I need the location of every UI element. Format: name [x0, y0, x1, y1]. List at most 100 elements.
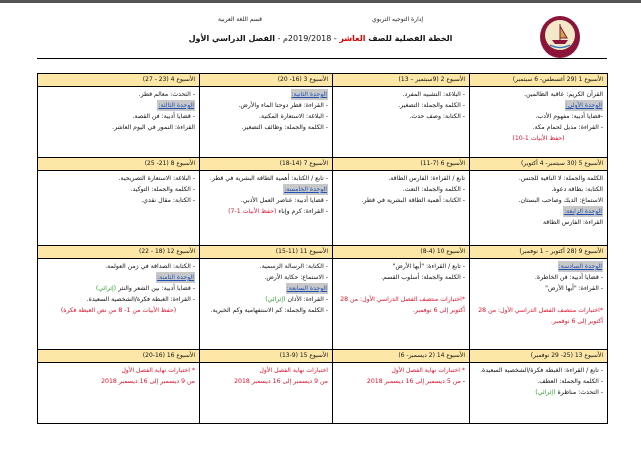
topic-text: القراءة: كرم وإباء [276, 208, 324, 215]
topic-text: تابع / القراءة: "أيها الأرض" [392, 263, 461, 270]
note-text: من 5 ديسمبر إلى 16 ديسمبر 2018 [366, 378, 461, 385]
week-title: الأسبوع 5 (30 سبتمبر- 4 أكتوبر) [469, 157, 608, 171]
topic-line: قضايا أدبية: فن الخاطرة. [474, 272, 603, 283]
topic-line: من 9 ديسمبر إلى 16 ديسمبر 2018 [204, 376, 328, 387]
title-grade: العاشر [339, 34, 366, 43]
note-text: اختبارات نهاية الفصل الأول [259, 367, 328, 374]
week-content: تابع / الكتابة: أهمية الطاقة البشرية في … [199, 170, 333, 246]
topic-line: القرآن الكريم: عاقبة الظالمين. [474, 89, 603, 100]
unit-heading: الوحدة السادسة: [474, 261, 603, 272]
week-content: البلاغة: التشبيه المفرد. الكلمة والجملة: … [332, 86, 470, 158]
topic-text: الكلمة والجملة: كم الاستفهامية وكم الخبر… [210, 307, 324, 314]
week-content-row: تابع / القراءة: الغبطة فكرة/الشخصية السع… [37, 362, 608, 424]
week-content: الوحدة الثانية: القراءة: قطر دوحتا الماء … [199, 86, 333, 158]
note-text: من 9 ديسمبر إلى 16 ديسمبر 2018 [101, 378, 195, 385]
week-content: تابع / القراءة: "أيها الأرض" الكلمة والجم… [332, 258, 470, 350]
week-title: الأسبوع 2 (9سبتمبر – 13) [332, 73, 470, 87]
note-text: (حفظ الأبيات 1-7) [228, 208, 277, 215]
week-content: التحدث: معالم قطر. الوحدة الثالثة: قضايا أ… [37, 86, 200, 158]
week-header-row: الأسبوع 1 (29 أغسطس- 6 سبتمبر) الأسبوع 2 … [37, 73, 608, 87]
topic-line: (حفظ الأبيات 1-10) [474, 133, 603, 144]
week-title: الأسبوع 14 (2 ديسمبر- 6) [332, 349, 470, 363]
topic-text: القراءة: مديل لحمام مكة. [532, 124, 599, 131]
note-text: (حفظ الأبيات من 1- 8 من نص الغبطة فكرة) [60, 307, 177, 314]
topic-text: الكلمة والجملة: وظائف التصغير. [241, 124, 324, 131]
topic-line: الكتابة: الصداقة في زمن العولمة. [42, 261, 195, 272]
topic-text: الوحدة الثانية: [290, 89, 328, 100]
note-text: *اختبارات منتصف الفصل الدراسي الأول: من … [340, 296, 465, 314]
topic-line: (حفظ الأبيات من 1- 8 من نص الغبطة فكرة) [42, 305, 195, 316]
topic-line: قضايا أدبية: عناصر العمل الأدبي. [204, 195, 328, 206]
topic-text: الكتابة: أهمية الطاقة البشرية في قطر. [361, 197, 461, 204]
week-content-row: القرآن الكريم: عاقبة الظالمين. الوحدة الأ… [37, 86, 608, 158]
topic-line: الكتابة: بطاقة دعوة. [474, 184, 603, 195]
week-content-row: الوحدة السادسة: قضايا أدبية: فن الخاطرة. ا… [37, 258, 608, 350]
topic-text: تابع / الكتابة: أهمية الطاقة البشرية في … [209, 175, 324, 182]
week-title: الأسبوع 15 (9-13) [199, 349, 333, 363]
topic-line: القراءة: مديل لحمام مكة. [474, 122, 603, 133]
topic-text: الاستماع: حكاية الأرض. [264, 274, 324, 281]
topic-text: البلاغة: الاستعارة التصريحية. [118, 175, 191, 182]
week-title: الأسبوع 12 (18 - 22) [37, 245, 200, 259]
week-content: البلاغة: الاستعارة التصريحية. الكلمة والج… [37, 170, 200, 246]
topic-line: القراءة: "أيها الأرض" [474, 283, 603, 294]
topic-line: من 9 ديسمبر إلى 16 ديسمبر 2018 [42, 376, 195, 387]
topic-line: قضايا أدبية: فن القصة. [42, 111, 195, 122]
topic-line: البلاغة: الاستعارة المكنية. [204, 111, 328, 122]
topic-line: القراءة: كرم وإباء (حفظ الأبيات 1-7) [204, 206, 328, 217]
topic-text: الكلمة والجملة: التصغير. [398, 102, 461, 109]
topic-line: الكتابة: أهمية الطاقة البشرية في قطر. [337, 195, 465, 206]
topic-line: التحدث: معالم قطر. [42, 89, 195, 100]
week-header-row: الأسبوع 5 (30 سبتمبر- 4 أكتوبر) الأسبوع 6… [37, 157, 608, 171]
topic-line: *اختبارات منتصف الفصل الدراسي الأول: من … [337, 294, 465, 316]
topic-text: الكتابة: مقال نقدي. [141, 197, 191, 204]
ministry-logo [540, 16, 580, 58]
topic-line: التحدث: مناظرة (إثرائي) [474, 387, 603, 398]
topic-text: الوحدة السابعة: [285, 283, 328, 294]
note-text: * اختبارات نهاية الفصل الأول [121, 367, 195, 374]
topic-line: القراءة: قطر دوحتا الماء والأرض. [204, 100, 328, 111]
topic-text: البلاغة: الاستعارة المكنية. [259, 113, 324, 120]
topic-text: الوحدة الثامنة: [155, 272, 195, 283]
week-content-row: الكلمة والجملة: لا النافية للجنس. الكتابة… [37, 170, 608, 246]
topic-text: الكتابة: الصداقة في زمن العولمة. [105, 263, 191, 270]
topic-line: الكتابة: وصف حدث. [337, 111, 465, 122]
topic-line: القراءة: الفارس الطاقة [474, 217, 603, 228]
topic-line: البلاغة: الاستعارة التصريحية. [42, 173, 195, 184]
topic-line: تابع / القراءة: الغبطة فكرة/الشخصية السع… [474, 365, 603, 376]
topic-line: الكلمة والجملة: وظائف التصغير. [204, 122, 328, 133]
topic-text: الوحدة الرابعة: [563, 206, 603, 217]
week-header-row: الأسبوع 13 (25- 29 نوفمبر) الأسبوع 14 (2 … [37, 349, 608, 363]
page-title: الخطة الفصلية للصف العاشر - 2019/2018م -… [0, 34, 641, 43]
topic-text: القراءة: الغبطة فكرة/الشخصية السعيدة. [86, 296, 191, 303]
topic-text: القراءة: الأذان [285, 296, 324, 303]
unit-heading: الوحدة الثالثة: [42, 100, 195, 111]
topic-text: القراءة: "أيها الأرض" [545, 285, 599, 292]
topic-line: الكلمة والجملة: كم الاستفهامية وكم الخبر… [204, 305, 328, 316]
topic-line: الكتابة: مقال نقدي. [42, 195, 195, 206]
topic-line: اختبارات نهاية الفصل الأول [204, 365, 328, 376]
unit-heading: الوحدة الأولى: [474, 100, 603, 111]
week-content: اختبارات نهاية الفصل الأول من 9 ديسمبر إل… [199, 362, 333, 424]
topic-text: قضايا أدبية: بين الشعر والنثر [116, 285, 191, 292]
semester-plan-table: الأسبوع 1 (29 أغسطس- 6 سبتمبر) الأسبوع 2 … [37, 73, 608, 424]
topic-line [337, 283, 465, 294]
week-content: الكتابة: الرسالة الرسمية. الاستماع: حكاية… [199, 258, 333, 350]
topic-line: تابع / القراءة: "أيها الأرض" [337, 261, 465, 272]
topic-text: قضايا أدبية: فن القصة. [132, 113, 191, 120]
topic-line [474, 294, 603, 305]
topic-line: *اختبارات منتصف الفصل الدراسي الأول: من … [474, 305, 603, 327]
week-content: الوحدة السادسة: قضايا أدبية: فن الخاطرة. ا… [469, 258, 608, 350]
topic-line: * اختبارات نهاية الفصل الأول [337, 365, 465, 376]
week-title: الأسبوع 9 (28 أكتوبر – 1 نوفمبر) [469, 245, 608, 259]
topic-line: تابع / القراءة: الفارس الطاقة. [337, 173, 465, 184]
topic-text: الوحدة الخامسة: [283, 184, 328, 195]
topic-text: الوحدة السادسة: [557, 261, 603, 272]
topic-text: التحدث: مناظرة [555, 389, 599, 396]
topic-text: الوحدة الأولى: [564, 100, 603, 111]
week-title: الأسبوع 13 (25- 29 نوفمبر) [469, 349, 608, 363]
topic-text: تابع / القراءة: الغبطة فكرة/الشخصية السع… [480, 367, 599, 374]
week-title: الأسبوع 8 (21- 25) [37, 157, 200, 171]
unit-heading: الوحدة السابعة: [204, 283, 328, 294]
topic-text: القرآن الكريم: عاقبة الظالمين. [524, 91, 603, 98]
